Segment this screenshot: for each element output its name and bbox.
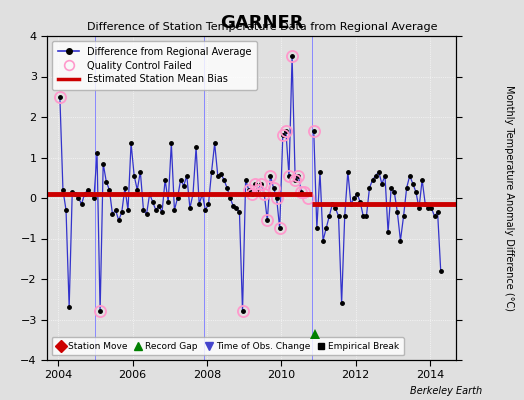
Text: GARNER: GARNER: [220, 14, 304, 32]
Text: Berkeley Earth: Berkeley Earth: [410, 386, 482, 396]
Text: Difference of Station Temperature Data from Regional Average: Difference of Station Temperature Data f…: [87, 22, 437, 32]
Legend: Station Move, Record Gap, Time of Obs. Change, Empirical Break: Station Move, Record Gap, Time of Obs. C…: [52, 338, 404, 356]
Text: Monthly Temperature Anomaly Difference (°C): Monthly Temperature Anomaly Difference (…: [504, 85, 514, 311]
